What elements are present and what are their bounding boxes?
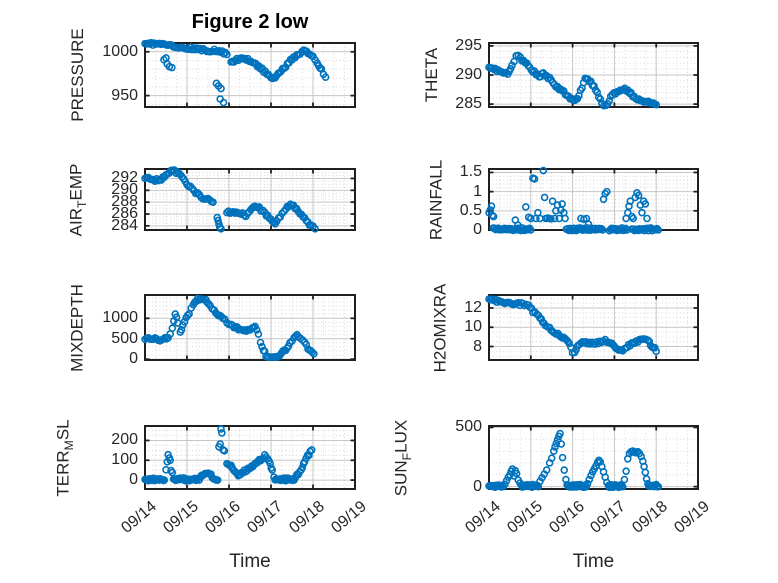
y-tick-label: 100 — [111, 451, 138, 469]
markers — [485, 429, 663, 492]
y-tick-label: 1 — [473, 182, 482, 200]
y-axis-label-text: PRESSURE — [68, 28, 87, 122]
subplot-canvas-pressure — [141, 38, 356, 108]
x-axis-label-left: Time — [229, 551, 271, 572]
subplot-canvas-air_temp — [141, 166, 356, 233]
y-axis-label-subscript: M — [61, 439, 76, 450]
y-tick-label: 290 — [111, 181, 138, 199]
y-tick-label: 0 — [473, 221, 482, 238]
y-axis-label-sun_flux: SUNFLUX — [390, 403, 414, 512]
plot-box — [144, 294, 356, 361]
y-axis-label-h2omixra: H2OMIXRA — [429, 272, 451, 383]
markers — [485, 295, 660, 357]
y-axis-label-rainfall: RAINFALL — [425, 146, 447, 253]
y-tick-label: 10 — [464, 318, 482, 336]
y-tick-label: 288 — [111, 193, 138, 211]
y-tick-label: 0 — [473, 477, 482, 495]
y-tick-label: 500 — [111, 329, 138, 347]
y-tick-label: 1000 — [102, 309, 138, 327]
y-tick-label: 500 — [455, 418, 482, 436]
y-tick-label: 12 — [464, 299, 482, 316]
y-axis-label-terr_msl: TERRMSL — [52, 403, 76, 512]
y-axis-label-mixdepth: MIXDEPTH — [66, 272, 88, 383]
subplot-canvas-theta — [485, 42, 699, 110]
y-axis-label-subscript: F — [399, 452, 414, 460]
y-tick-label: 285 — [455, 95, 482, 113]
y-tick-label: 295 — [455, 36, 482, 54]
major-grid — [489, 43, 698, 107]
y-tick-label: 0.5 — [459, 201, 482, 219]
y-tick-label: 0 — [129, 350, 138, 368]
y-axis-label-air_temp: AIRTEMP — [65, 146, 89, 253]
y-axis-label-text: SL — [53, 418, 72, 440]
y-tick-label: 950 — [111, 86, 138, 104]
y-axis-label-subscript: T — [74, 200, 89, 208]
y-axis-label-text: AIR — [66, 207, 85, 236]
subplot-canvas-terr_msl — [141, 425, 356, 490]
plot-box — [144, 168, 356, 231]
minor-grid — [489, 295, 698, 360]
x-axis-label-right: Time — [572, 551, 615, 572]
markers — [485, 166, 663, 235]
markers — [141, 294, 318, 362]
y-tick-label: 286 — [111, 205, 138, 222]
y-axis-label-text: SUN — [391, 459, 410, 496]
plot-box — [144, 425, 356, 490]
subplot-canvas-h2omixra — [485, 294, 699, 361]
y-tick-label: 1000 — [102, 42, 138, 60]
subplot-canvas-mixdepth — [141, 294, 356, 362]
markers — [141, 166, 319, 233]
y-axis-label-text: LUX — [391, 419, 410, 453]
y-tick-label: 284 — [111, 216, 138, 234]
axis-ticks — [488, 43, 699, 107]
minor-grid — [489, 169, 698, 230]
y-axis-label-theta: THETA — [421, 20, 443, 130]
y-tick-label: 292 — [111, 169, 138, 187]
y-axis-label-text: THETA — [422, 47, 441, 103]
y-axis-label-text: H2OMIXRA — [430, 283, 449, 372]
y-axis-label-text: MIXDEPTH — [67, 283, 86, 372]
y-axis-label-text: EMP — [66, 163, 85, 201]
y-tick-label: 0 — [129, 471, 138, 489]
subplot-canvas-rainfall — [485, 166, 699, 235]
subplot-canvas-sun_flux — [485, 425, 699, 492]
markers — [485, 51, 660, 110]
y-tick-label: 8 — [473, 337, 482, 355]
markers — [141, 38, 330, 107]
axis-ticks — [144, 169, 356, 230]
y-tick-label: 200 — [111, 431, 138, 449]
y-axis-label-pressure: PRESSURE — [67, 20, 89, 130]
major-grid — [489, 169, 698, 230]
y-tick-label: 290 — [455, 66, 482, 83]
plot-box — [144, 42, 356, 108]
markers — [141, 425, 316, 485]
y-tick-label: 1.5 — [459, 163, 482, 181]
y-axis-label-text: RAINFALL — [426, 159, 445, 240]
figure-title: Figure 2 low — [191, 11, 309, 33]
plot-box — [488, 425, 699, 490]
y-axis-label-text: TERR — [53, 449, 72, 497]
